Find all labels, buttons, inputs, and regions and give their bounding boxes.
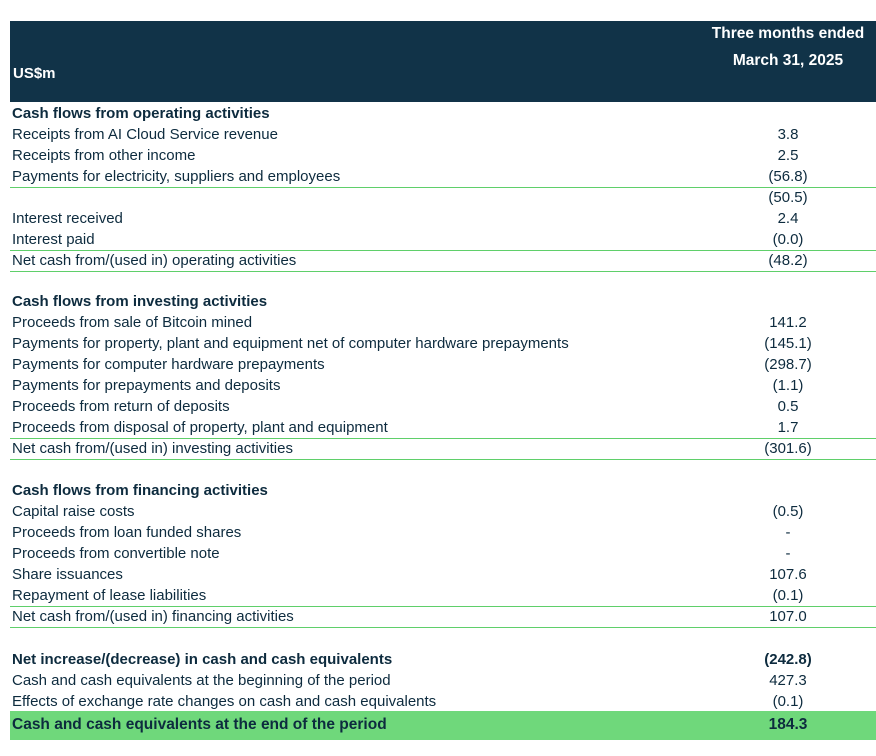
subtotal-row: (50.5) <box>10 188 876 209</box>
row-label: Capital raise costs <box>12 503 135 520</box>
row-value: (0.1) <box>772 693 804 710</box>
table-row: Share issuances 107.6 <box>10 565 876 586</box>
row-label: Cash flows from investing activities <box>12 293 268 310</box>
row-label: Net cash from/(used in) financing activi… <box>12 608 294 625</box>
row-label: Payments for property, plant and equipme… <box>12 335 569 352</box>
row-value: 0.5 <box>777 398 799 415</box>
table-row: Cash and cash equivalents at the beginni… <box>10 671 876 692</box>
row-label: Share issuances <box>12 566 123 583</box>
row-value: 107.6 <box>769 566 807 583</box>
row-value: 427.3 <box>769 672 807 689</box>
net-change-row: Net increase/(decrease) in cash and cash… <box>10 650 876 671</box>
row-label: Interest paid <box>12 231 95 248</box>
table-row: Payments for electricity, suppliers and … <box>10 167 876 188</box>
row-label: Receipts from other income <box>12 147 196 164</box>
row-value: (50.5) <box>768 189 808 206</box>
row-value: (145.1) <box>764 335 812 352</box>
row-label: Receipts from AI Cloud Service revenue <box>12 126 278 143</box>
row-value: (48.2) <box>768 252 808 269</box>
row-value: (56.8) <box>768 168 808 185</box>
row-value: 107.0 <box>769 608 807 625</box>
table-header: US$m Three months ended March 31, 2025 <box>10 21 876 102</box>
row-value: (301.6) <box>764 440 812 457</box>
row-label: Proceeds from disposal of property, plan… <box>12 419 388 436</box>
section-heading-operating: Cash flows from operating activities <box>10 104 876 125</box>
row-value: 3.8 <box>777 126 799 143</box>
unit-label: US$m <box>13 65 56 82</box>
row-value: (0.1) <box>772 587 804 604</box>
row-value: 184.3 <box>768 716 808 733</box>
row-label: Net cash from/(used in) investing activi… <box>12 440 293 457</box>
table-row: Effects of exchange rate changes on cash… <box>10 692 876 713</box>
ending-cash-row: Cash and cash equivalents at the end of … <box>10 711 876 740</box>
section-heading-investing: Cash flows from investing activities <box>10 292 876 313</box>
table-row: Interest paid (0.0) <box>10 230 876 251</box>
row-value: 141.2 <box>769 314 807 331</box>
row-label: Effects of exchange rate changes on cash… <box>12 693 437 710</box>
row-label: Interest received <box>12 210 123 227</box>
row-value: 2.4 <box>777 210 799 227</box>
table-row: Interest received 2.4 <box>10 209 876 230</box>
period-label-line1: Three months ended <box>711 25 865 42</box>
row-value: (298.7) <box>764 356 812 373</box>
row-label: Proceeds from sale of Bitcoin mined <box>12 314 253 331</box>
row-label: Payments for prepayments and deposits <box>12 377 281 394</box>
row-label: Payments for computer hardware prepaymen… <box>12 356 325 373</box>
total-row-operating: Net cash from/(used in) operating activi… <box>10 251 876 272</box>
table-row: Proceeds from sale of Bitcoin mined 141.… <box>10 313 876 334</box>
row-label: Repayment of lease liabilities <box>12 587 207 604</box>
period-label-line2: March 31, 2025 <box>732 52 844 69</box>
table-row: Payments for computer hardware prepaymen… <box>10 355 876 376</box>
row-label: Payments for electricity, suppliers and … <box>12 168 341 185</box>
table-row: Receipts from other income 2.5 <box>10 146 876 167</box>
table-row: Proceeds from convertible note - <box>10 544 876 565</box>
table-row: Repayment of lease liabilities (0.1) <box>10 586 876 607</box>
row-label: Proceeds from convertible note <box>12 545 220 562</box>
row-value: 2.5 <box>777 147 799 164</box>
table-row: Proceeds from loan funded shares - <box>10 523 876 544</box>
total-row-financing: Net cash from/(used in) financing activi… <box>10 607 876 628</box>
table-row: Receipts from AI Cloud Service revenue 3… <box>10 125 876 146</box>
table-row: Proceeds from disposal of property, plan… <box>10 418 876 439</box>
table-row: Proceeds from return of deposits 0.5 <box>10 397 876 418</box>
row-label: Proceeds from return of deposits <box>12 398 230 415</box>
total-row-investing: Net cash from/(used in) investing activi… <box>10 439 876 460</box>
row-value: - <box>785 545 791 562</box>
table-row: Payments for property, plant and equipme… <box>10 334 876 355</box>
row-value: 1.7 <box>777 419 799 436</box>
row-value: (0.0) <box>772 231 804 248</box>
table-row: Payments for prepayments and deposits (1… <box>10 376 876 397</box>
row-label: Cash flows from financing activities <box>12 482 268 499</box>
section-heading-financing: Cash flows from financing activities <box>10 481 876 502</box>
row-label: Cash and cash equivalents at the beginni… <box>12 672 391 689</box>
row-label: Cash flows from operating activities <box>12 105 270 122</box>
row-label: Net cash from/(used in) operating activi… <box>12 252 297 269</box>
table-row: Capital raise costs (0.5) <box>10 502 876 523</box>
row-value: - <box>785 524 791 541</box>
row-label: Proceeds from loan funded shares <box>12 524 242 541</box>
row-value: (0.5) <box>772 503 804 520</box>
row-label: Cash and cash equivalents at the end of … <box>12 716 387 733</box>
row-value: (242.8) <box>764 651 812 668</box>
row-value: (1.1) <box>772 377 804 394</box>
row-label: Net increase/(decrease) in cash and cash… <box>12 651 393 668</box>
